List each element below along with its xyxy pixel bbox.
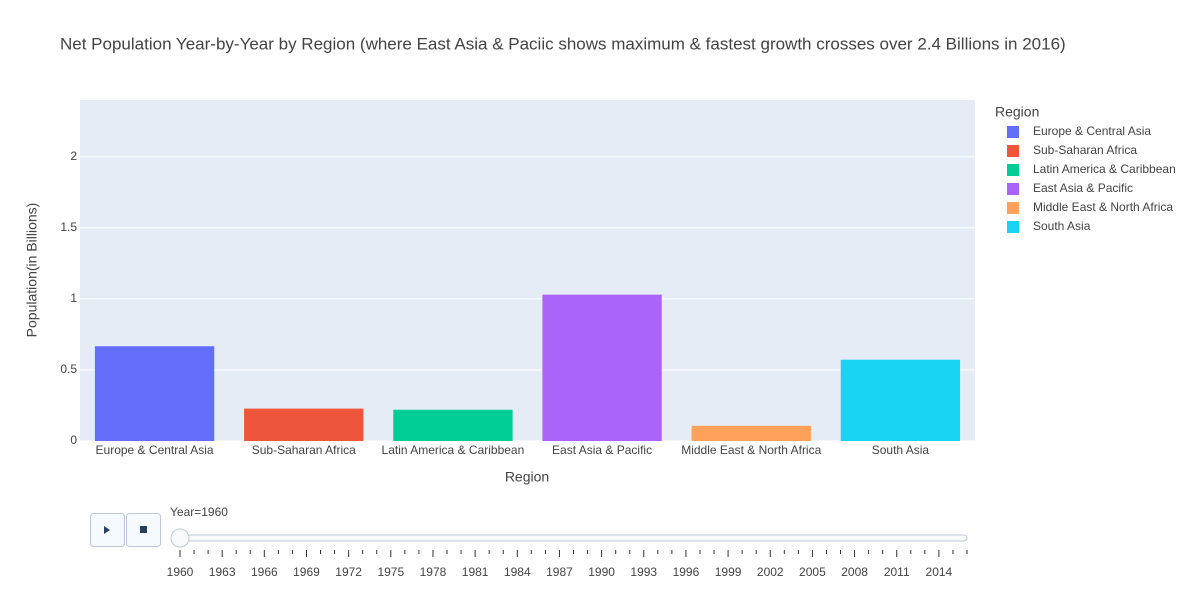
bar <box>691 425 811 441</box>
slider-tick-label: 1972 <box>335 565 362 579</box>
legend-label: Europe & Central Asia <box>1033 124 1151 138</box>
bar <box>542 294 662 441</box>
bar <box>244 408 364 441</box>
slider-tick-label: 1966 <box>251 565 278 579</box>
slider-tick-label: 1987 <box>546 565 573 579</box>
slider-tick-label: 2008 <box>841 565 868 579</box>
slider-tick-label: 1975 <box>377 565 404 579</box>
slider-rail[interactable] <box>179 534 968 542</box>
slider-tick-label: 2014 <box>926 565 953 579</box>
y-tick-label: 1.5 <box>60 220 77 234</box>
x-axis-title: Region <box>505 469 549 485</box>
legend-label: East Asia & Pacific <box>1033 181 1133 195</box>
legend-label: South Asia <box>1033 219 1091 233</box>
play-button[interactable] <box>90 513 125 547</box>
legend-swatch <box>1007 145 1019 157</box>
x-tick-label: Europe & Central Asia <box>96 443 214 457</box>
x-tick-label: East Asia & Pacific <box>552 443 652 457</box>
x-tick-label: Latin America & Caribbean <box>382 443 525 457</box>
legend-label: Latin America & Caribbean <box>1033 162 1176 176</box>
slider-tick-label: 1990 <box>588 565 615 579</box>
bar <box>840 359 961 441</box>
slider-tick-label: 2005 <box>799 565 826 579</box>
slider-tick-label: 1984 <box>504 565 531 579</box>
y-tick-label: 1 <box>70 291 77 305</box>
bar <box>94 346 215 441</box>
slider-grip[interactable] <box>170 528 190 548</box>
legend-label: Sub-Saharan Africa <box>1033 143 1137 157</box>
slider-tick-label: 1969 <box>293 565 320 579</box>
slider-tick-label: 2002 <box>757 565 784 579</box>
bar <box>393 409 513 441</box>
stop-button[interactable] <box>126 513 161 547</box>
legend-swatch <box>1007 183 1019 195</box>
legend-swatch <box>1007 202 1019 214</box>
y-tick-label: 0 <box>70 433 77 447</box>
legend-swatch <box>1007 164 1019 176</box>
legend-swatch <box>1007 126 1019 138</box>
x-tick-label: Middle East & North Africa <box>681 443 821 457</box>
slider-tick-label: 1981 <box>462 565 489 579</box>
chart-title: Net Population Year-by-Year by Region (w… <box>60 34 1066 53</box>
slider-tick-label: 1993 <box>630 565 657 579</box>
slider-tick-label: 1978 <box>420 565 447 579</box>
slider-tick-label: 1996 <box>673 565 700 579</box>
slider-current-label: Year=1960 <box>170 505 228 519</box>
slider-tick-label: 2011 <box>884 565 910 579</box>
y-tick-label: 2 <box>70 149 77 163</box>
legend-title: Region <box>995 104 1039 120</box>
x-tick-label: South Asia <box>872 443 930 457</box>
legend-label: Middle East & North Africa <box>1033 200 1173 214</box>
y-axis-title: Population(in Billions) <box>24 203 40 338</box>
y-tick-label: 0.5 <box>60 362 77 376</box>
slider-tick-label: 1963 <box>209 565 236 579</box>
slider-tick-label: 1960 <box>167 565 194 579</box>
slider-tick-label: 1999 <box>715 565 742 579</box>
legend-swatch <box>1007 221 1019 233</box>
x-tick-label: Sub-Saharan Africa <box>252 443 356 457</box>
